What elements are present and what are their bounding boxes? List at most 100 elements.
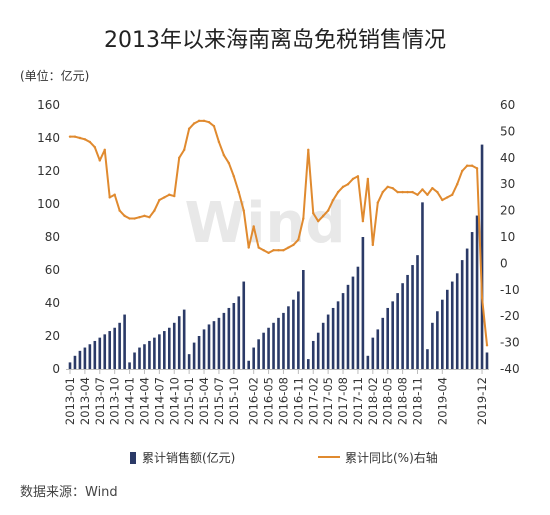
bar-2015-11 bbox=[237, 296, 241, 369]
legend-swatch-bar bbox=[130, 452, 136, 464]
line-point-2014-04 bbox=[143, 214, 146, 218]
bar-2015-05 bbox=[207, 324, 211, 369]
bar-2015-09 bbox=[227, 307, 231, 369]
bar-2016-01 bbox=[247, 360, 251, 369]
y-right-tick-label-4: 0 bbox=[500, 256, 508, 270]
line-point-2016-10 bbox=[292, 243, 295, 247]
bar-2015-06 bbox=[212, 321, 216, 369]
bar-2017-09 bbox=[346, 284, 350, 369]
line-point-2015-06 bbox=[212, 124, 216, 128]
bar-2017-06 bbox=[331, 307, 335, 369]
line-point-2018-12 bbox=[421, 188, 424, 191]
x-tick-label-0: 2013-01 bbox=[63, 377, 77, 425]
bar-2018-01 bbox=[366, 355, 370, 369]
bar-2014-11 bbox=[177, 316, 181, 369]
x-tick-label-3: 2013-10 bbox=[108, 377, 122, 425]
x-tick-label-13: 2016-05 bbox=[262, 377, 276, 425]
bar-2015-12 bbox=[242, 281, 246, 369]
bar-2017-03 bbox=[316, 332, 320, 369]
bar-2013-04 bbox=[83, 347, 87, 369]
line-point-2018-01 bbox=[366, 177, 370, 181]
line-point-2018-06 bbox=[391, 186, 394, 190]
line-point-2017-02 bbox=[312, 212, 315, 215]
line-point-2019-03 bbox=[436, 190, 439, 194]
bar-2013-08 bbox=[103, 334, 107, 369]
bar-2016-05 bbox=[267, 327, 270, 369]
bar-2018-08 bbox=[401, 283, 404, 369]
bar-2018-10 bbox=[411, 265, 414, 369]
bar-2016-12 bbox=[302, 270, 305, 369]
y-left-tick-label-5: 100 bbox=[37, 197, 60, 211]
bar-2019-02 bbox=[431, 322, 434, 369]
line-point-2013-01 bbox=[68, 135, 72, 138]
bar-2014-10 bbox=[172, 322, 176, 369]
line-point-2015-11 bbox=[237, 190, 240, 194]
bar-2018-03 bbox=[376, 329, 380, 369]
line-point-2019-11 bbox=[475, 167, 479, 170]
bar-2014-08 bbox=[163, 331, 166, 369]
line-point-2014-02 bbox=[133, 217, 136, 220]
bar-2016-06 bbox=[272, 322, 275, 369]
line-point-2019-05 bbox=[446, 196, 449, 199]
line-point-2015-10 bbox=[232, 175, 236, 178]
x-axis: 2013-01 2013-04 2013-07 2013-10 2014-01 2014-… bbox=[63, 369, 489, 425]
bar-2015-04 bbox=[202, 329, 206, 369]
bar-2018-02 bbox=[371, 337, 375, 369]
bar-2016-07 bbox=[277, 317, 280, 369]
line-point-2018-04 bbox=[381, 190, 384, 194]
line-point-2014-01 bbox=[128, 217, 131, 220]
x-tick-label-2: 2013-07 bbox=[93, 377, 107, 425]
x-tick-label-10: 2015-07 bbox=[212, 377, 226, 425]
bar-2019-06 bbox=[450, 281, 454, 369]
bar-2018-05 bbox=[386, 307, 390, 369]
line-point-2016-01 bbox=[247, 246, 250, 249]
line-series bbox=[68, 119, 489, 347]
line-point-2017-05 bbox=[326, 209, 330, 212]
bar-2013-09 bbox=[108, 331, 112, 369]
bar-2018-11 bbox=[416, 255, 419, 369]
bar-2014-12 bbox=[182, 309, 186, 369]
line-point-2016-08 bbox=[282, 249, 285, 252]
bar-2019-12 bbox=[480, 144, 484, 369]
x-tick-label-4: 2014-01 bbox=[123, 377, 137, 425]
y-left-tick-label-0: 0 bbox=[52, 362, 60, 376]
line-point-2017-06 bbox=[331, 198, 335, 202]
x-tick-label-19: 2017-11 bbox=[351, 377, 365, 425]
line-point-2014-03 bbox=[138, 216, 141, 219]
bar-2015-02 bbox=[192, 342, 196, 369]
x-tick-label-18: 2017-08 bbox=[336, 377, 350, 425]
line-point-2019-12 bbox=[480, 296, 484, 299]
x-tick-label-7: 2014-10 bbox=[167, 377, 181, 425]
bar-2014-02 bbox=[133, 352, 136, 369]
y-left-tick-label-6: 120 bbox=[37, 164, 60, 178]
line-point-2016-09 bbox=[287, 246, 290, 249]
bar-2017-04 bbox=[321, 322, 325, 369]
bar-2019-04 bbox=[441, 299, 444, 369]
chart-title: 2013年以来海南离岛免税销售情况 bbox=[104, 28, 446, 53]
line-point-2014-12 bbox=[182, 148, 186, 152]
bar-2016-10 bbox=[292, 299, 295, 369]
line-point-2017-09 bbox=[346, 183, 350, 186]
bar-2013-11 bbox=[118, 322, 121, 369]
x-tick-label-23: 2018-11 bbox=[411, 377, 425, 425]
y-right-tick-label-8: 40 bbox=[500, 151, 515, 165]
line-point-2017-11 bbox=[356, 175, 360, 178]
bar-2019-08 bbox=[460, 260, 464, 369]
line-point-2013-12 bbox=[123, 214, 126, 218]
bar-2019-07 bbox=[455, 273, 459, 369]
bar-2017-08 bbox=[341, 293, 345, 369]
unit-label: (单位：亿元) bbox=[20, 68, 89, 83]
y-left-tick-label-7: 140 bbox=[37, 131, 60, 145]
line-point-2014-11 bbox=[178, 156, 181, 159]
x-tick-label-1: 2013-04 bbox=[78, 377, 92, 425]
line-point-2016-04 bbox=[262, 249, 265, 252]
line-point-2016-03 bbox=[257, 246, 260, 249]
line-point-2014-08 bbox=[163, 196, 166, 199]
y-right-tick-label-0: -40 bbox=[500, 362, 520, 376]
line-point-2018-08 bbox=[401, 190, 404, 194]
y-axis-left: 0 20 40 60 80 100 120 140 160 bbox=[37, 98, 60, 376]
bar-2013-07 bbox=[98, 337, 102, 369]
bar-2018-12 bbox=[421, 202, 424, 369]
y-right-tick-label-9: 50 bbox=[500, 124, 515, 138]
